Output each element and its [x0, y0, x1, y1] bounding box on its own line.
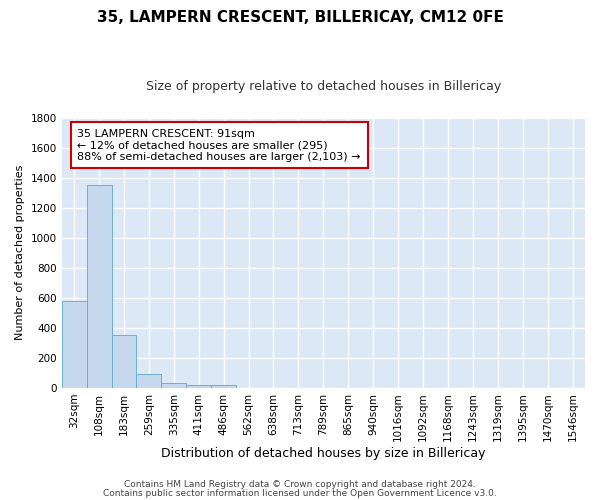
Bar [186, 385, 211, 388]
Bar [112, 336, 136, 388]
Text: 35, LAMPERN CRESCENT, BILLERICAY, CM12 0FE: 35, LAMPERN CRESCENT, BILLERICAY, CM12 0… [97, 10, 503, 25]
Text: Contains HM Land Registry data © Crown copyright and database right 2024.: Contains HM Land Registry data © Crown c… [124, 480, 476, 489]
Y-axis label: Number of detached properties: Number of detached properties [15, 165, 25, 340]
Bar [62, 301, 86, 388]
Text: 35 LAMPERN CRESCENT: 91sqm
← 12% of detached houses are smaller (295)
88% of sem: 35 LAMPERN CRESCENT: 91sqm ← 12% of deta… [77, 128, 361, 162]
Bar [136, 374, 161, 388]
X-axis label: Distribution of detached houses by size in Billericay: Distribution of detached houses by size … [161, 447, 485, 460]
Bar [161, 384, 186, 388]
Title: Size of property relative to detached houses in Billericay: Size of property relative to detached ho… [146, 80, 501, 93]
Bar [211, 385, 236, 388]
Bar [86, 186, 112, 388]
Text: Contains public sector information licensed under the Open Government Licence v3: Contains public sector information licen… [103, 488, 497, 498]
